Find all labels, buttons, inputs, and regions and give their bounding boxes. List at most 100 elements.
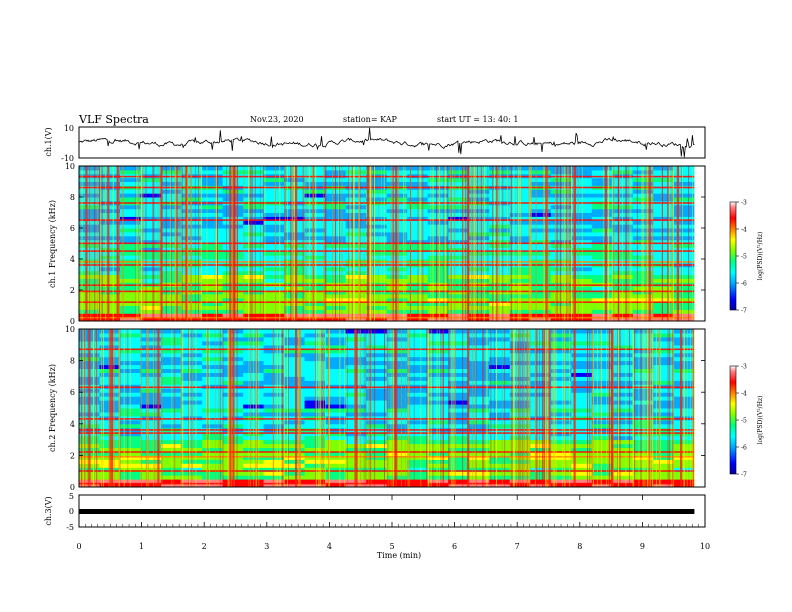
spec-cell — [263, 286, 285, 291]
spec-cell — [140, 372, 162, 377]
spec-streak — [358, 166, 360, 321]
spec-cell — [468, 443, 490, 448]
spec-ytick-label: 2 — [70, 286, 75, 295]
spec-streak — [438, 166, 440, 321]
spec-streak — [517, 166, 519, 321]
spec-cell — [591, 166, 613, 171]
spec-streak — [518, 166, 519, 321]
spec-cell — [407, 336, 429, 342]
spec-cell — [243, 459, 265, 464]
spec-streak — [180, 329, 182, 487]
spec-cell — [530, 228, 552, 233]
spec-cell — [263, 447, 285, 452]
spec-cell — [243, 270, 265, 275]
spec-cell — [448, 266, 470, 272]
spec-cell — [181, 309, 203, 314]
spec-cell — [530, 376, 552, 381]
spec-cell — [448, 463, 470, 468]
spec-cell — [448, 483, 470, 488]
spec-cell — [243, 348, 265, 354]
spec-cell — [140, 483, 162, 488]
spec-cell — [673, 274, 695, 279]
spec-cell — [366, 270, 388, 275]
spec-cell — [366, 368, 388, 373]
spec-cell — [653, 471, 675, 476]
spec-cell — [489, 177, 511, 182]
spec-cell — [550, 443, 572, 448]
spec-cell — [284, 467, 306, 472]
spec-cell — [591, 372, 613, 377]
spec-streak — [555, 329, 557, 487]
spec-cell — [653, 344, 675, 350]
spec-cell — [345, 197, 367, 202]
spec-cell — [509, 392, 531, 397]
spec-cell — [181, 166, 203, 171]
spec-cell — [202, 340, 224, 346]
spec-streak — [535, 166, 537, 321]
spec-streak — [463, 166, 464, 321]
spec-streak — [302, 166, 304, 321]
spec-cell — [653, 396, 675, 401]
spec-cell — [161, 376, 182, 381]
spec-streak — [315, 166, 317, 321]
spec-streak — [644, 166, 646, 321]
spec-streak — [91, 166, 93, 321]
spec-streak — [122, 166, 124, 321]
spec-cell — [448, 270, 470, 275]
spec-cell — [653, 459, 675, 464]
spec-band — [79, 316, 695, 319]
spec-cell — [304, 212, 326, 217]
spec-cell — [653, 392, 675, 397]
spec-cell — [99, 293, 121, 299]
spec-cell — [79, 270, 100, 275]
spec-cell — [612, 396, 634, 401]
spec-cell — [489, 411, 511, 417]
spec-streak — [89, 166, 90, 321]
spec-cell — [550, 181, 572, 186]
spec-streak — [633, 329, 635, 487]
spec-cell — [140, 364, 162, 369]
spec-cell — [325, 344, 347, 350]
spec-cell — [448, 360, 470, 366]
spec-cell — [284, 463, 306, 468]
spec-cell — [181, 216, 203, 221]
spec-streak — [569, 329, 571, 487]
spec-cell — [427, 479, 449, 484]
spec-streak — [564, 166, 566, 321]
spec-cell — [468, 431, 490, 437]
spec-cell — [120, 243, 141, 248]
spec-cell — [284, 332, 306, 338]
spec-cell — [571, 208, 593, 213]
spec-streak — [448, 329, 449, 487]
spec-cell — [468, 411, 490, 417]
spec-cell — [161, 447, 182, 452]
spec-cell — [509, 348, 531, 354]
spec-streak — [672, 166, 674, 321]
spec-band — [79, 261, 695, 263]
spec-cell — [612, 352, 634, 358]
spec-cell — [366, 471, 388, 476]
spec-cell — [263, 224, 285, 229]
spec-cell — [263, 177, 285, 182]
spec-cell — [448, 447, 470, 452]
spec-cell — [591, 197, 613, 202]
spec-cell — [304, 197, 326, 202]
spec-cell — [530, 177, 552, 182]
spec-streak — [512, 329, 514, 487]
spec-cell — [448, 286, 470, 291]
spec-streak — [475, 329, 477, 487]
spec-cell — [263, 435, 285, 441]
spec-streak — [547, 329, 549, 487]
spec-cell — [468, 336, 490, 342]
spec-cell — [612, 364, 634, 369]
spec-streak — [287, 329, 289, 487]
spec-cell — [140, 301, 162, 306]
spec-cell — [407, 368, 429, 373]
spec-cell — [140, 475, 162, 480]
spec-cell — [612, 356, 634, 362]
spec-cell — [571, 372, 593, 377]
spec-cell — [591, 431, 613, 437]
time-tick-label: 2 — [202, 542, 207, 551]
spec-cell — [550, 368, 572, 373]
spec-streak — [562, 166, 564, 321]
